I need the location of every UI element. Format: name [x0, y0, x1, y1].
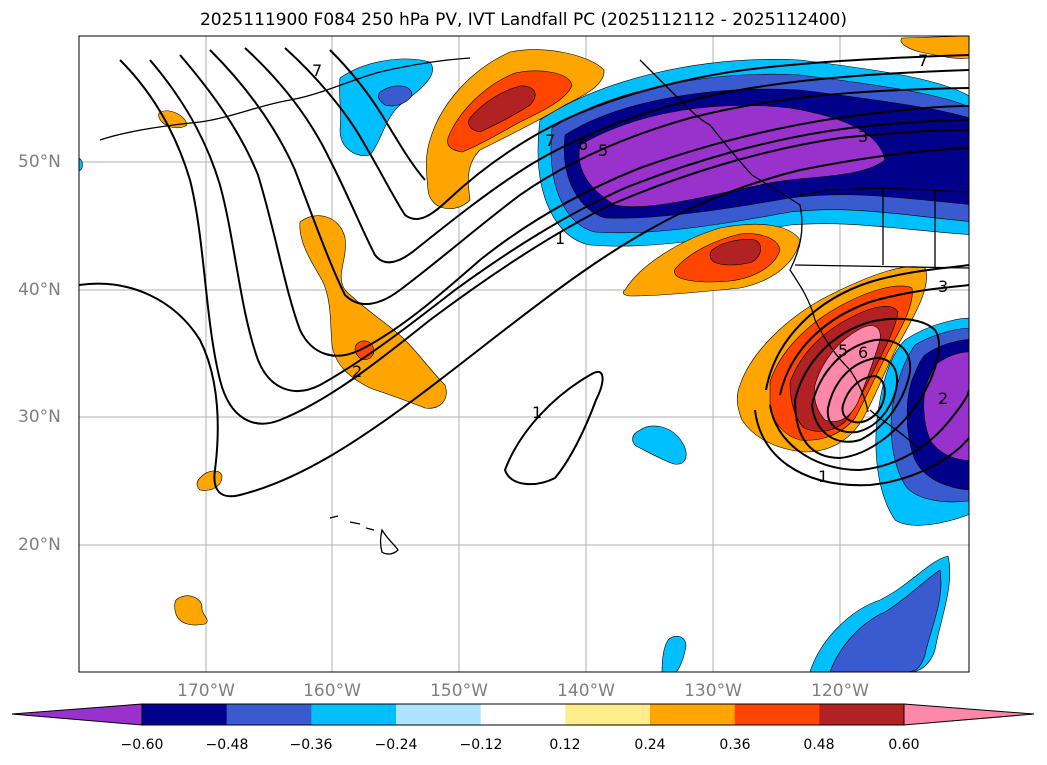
colorbar-segment: [650, 704, 736, 725]
colorbar-extend-low: [12, 704, 142, 725]
contour-label: 2: [352, 362, 362, 381]
colorbar-tick: −0.36: [289, 737, 333, 753]
contour-label: 5: [598, 141, 608, 160]
colorbar-tick: 0.36: [719, 737, 751, 753]
colorbar-segment: [396, 704, 482, 725]
colorbar-tick: −0.60: [120, 737, 164, 753]
negative-anomaly-north: [537, 59, 969, 247]
coastlines: [99, 57, 969, 555]
contour-label: 1: [532, 403, 542, 422]
contour-label: 6: [578, 135, 588, 154]
lat-label: 40°N: [18, 280, 61, 300]
contour-label: 7: [918, 51, 928, 70]
contour-label: 1: [555, 229, 565, 248]
contour-label: 7: [312, 61, 322, 80]
colorbar-segment: [311, 704, 397, 725]
map-title: 2025111900 F084 250 hPa PV, IVT Landfall…: [199, 10, 847, 30]
colorbar-segment: [142, 704, 228, 725]
lon-label: 120°W: [811, 681, 869, 701]
contour-label: 3: [858, 127, 868, 146]
contour-label: 3: [938, 277, 948, 296]
contour-label: 1: [818, 467, 828, 486]
lon-label: 170°W: [177, 681, 235, 701]
colorbar: [11, 703, 1035, 726]
colorbar-tick: 0.24: [634, 737, 666, 753]
colorbar-tick: −0.48: [205, 737, 249, 753]
lon-label: 160°W: [303, 681, 361, 701]
contour-label: 6: [858, 343, 868, 362]
negative-anomaly-south: [79, 58, 951, 672]
colorbar-extend-high: [904, 704, 1034, 725]
colorbar-segment: [480, 704, 566, 725]
colorbar-tick: −0.12: [459, 737, 503, 753]
lon-label: 130°W: [684, 681, 742, 701]
lat-label: 30°N: [18, 407, 61, 427]
positive-anomaly-north: [158, 36, 969, 626]
colorbar-tick: −0.24: [374, 737, 418, 753]
colorbar-segment: [734, 704, 820, 725]
colorbar-segment: [226, 704, 312, 725]
colorbar-tick: 0.12: [549, 737, 581, 753]
lon-label: 150°W: [430, 681, 488, 701]
ivt-contours: [79, 47, 969, 498]
contour-label: 5: [838, 341, 848, 360]
lat-label: 20°N: [18, 535, 61, 555]
colorbar-tick: 0.60: [888, 737, 920, 753]
contour-label: 2: [938, 389, 948, 408]
contour-labels: 7 7 7 6 5 3 1 1 2 6 5 3 1 2: [312, 51, 948, 486]
colorbar-tick: 0.48: [803, 737, 835, 753]
map-frame: [78, 35, 970, 673]
contour-label: 7: [545, 131, 555, 150]
colorbar-segment: [565, 704, 651, 725]
colorbar-segment: [819, 704, 905, 725]
lon-label: 140°W: [557, 681, 615, 701]
lat-label: 50°N: [18, 152, 61, 172]
